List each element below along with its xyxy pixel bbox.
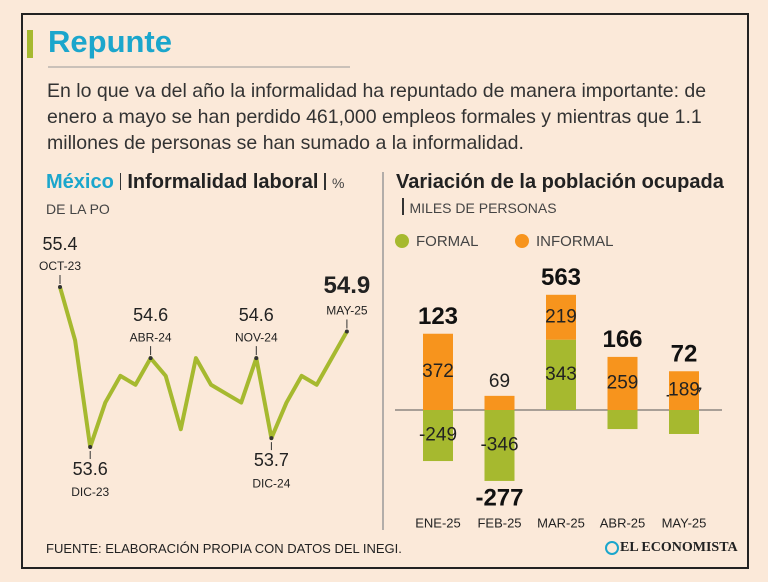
bar-segment: [546, 339, 576, 410]
total-label: -277: [475, 484, 523, 511]
chart-subtitle: % DE LA PO: [46, 175, 345, 217]
legend-marker: [395, 234, 409, 248]
value-label: -346: [480, 434, 518, 455]
source: FUENTE: ELABORACIÓN PROPIA CON DATOS DEL…: [46, 541, 402, 556]
value-label: 55.4: [42, 234, 77, 254]
value-label: 343: [545, 364, 577, 385]
point: [148, 356, 153, 361]
point: [254, 356, 259, 361]
bar-segment: [669, 371, 699, 410]
left-chart-title: México Informalidad laboral% DE LA PO: [46, 170, 346, 222]
title: Repunte: [48, 24, 172, 59]
category-label: ABR-24: [130, 330, 172, 344]
value-label: 189: [668, 380, 700, 401]
x-tick-label: MAR-25: [537, 515, 585, 530]
value-label: 69: [489, 371, 510, 392]
separator: [324, 173, 326, 190]
separator: [119, 173, 122, 190]
total-label: 72: [671, 341, 698, 368]
x-tick-label: FEB-25: [477, 515, 521, 530]
value-label: 372: [422, 361, 454, 382]
logo-icon: [605, 541, 619, 555]
category-label: NOV-24: [235, 330, 278, 344]
point: [88, 445, 93, 449]
chart-subtitle: MILES DE PERSONAS: [409, 200, 557, 216]
value-label: 53.7: [254, 450, 289, 470]
category-label: MAY-25: [326, 304, 368, 318]
legend-marker: [515, 234, 529, 248]
value-label: 54.6: [239, 305, 274, 325]
value-label: 219: [545, 306, 577, 327]
x-tick-label: ABR-25: [600, 515, 646, 530]
x-tick-label: MAY-25: [662, 515, 707, 530]
bar-segment: [484, 410, 515, 481]
line: [58, 286, 349, 449]
bar-segment: [423, 333, 453, 410]
value-label: 259: [607, 372, 639, 393]
frame: [21, 13, 749, 569]
total-label: 166: [602, 326, 642, 353]
value-label: 54.6: [133, 305, 168, 325]
total-label: 563: [541, 264, 581, 291]
intro-text: En lo que va del año la informalidad ha …: [47, 80, 707, 154]
chart-title: Informalidad laboral: [127, 171, 319, 193]
chart-title: México: [46, 171, 114, 193]
category-label: DIC-23: [71, 485, 109, 499]
bar-segment: [546, 294, 576, 340]
category-label: OCT-23: [39, 259, 81, 273]
bar-segment: [423, 410, 453, 462]
bar-segment: [484, 395, 515, 410]
legend-label: INFORMAL: [536, 233, 614, 250]
separator: [402, 198, 404, 215]
bar-segment: [669, 410, 699, 434]
value-label: 54.9: [324, 272, 371, 299]
bar-segment: [607, 356, 638, 410]
point: [269, 436, 274, 441]
value-label: 53.6: [73, 459, 108, 479]
chart-title: Variación de la población ocupada: [396, 171, 724, 193]
point: [58, 285, 62, 289]
bar-segment: [607, 410, 638, 430]
point: [344, 329, 349, 334]
x-tick-label: ENE-25: [415, 515, 461, 530]
value-label: -249: [419, 425, 457, 446]
total-label: 123: [418, 303, 458, 330]
title-accent: [27, 30, 33, 58]
logo: EL ECONOMISTA: [620, 540, 738, 555]
category-label: DIC-24: [252, 476, 290, 490]
legend-label: FORMAL: [416, 233, 479, 250]
right-chart-title: Variación de la población ocupada MILES D…: [396, 170, 736, 221]
